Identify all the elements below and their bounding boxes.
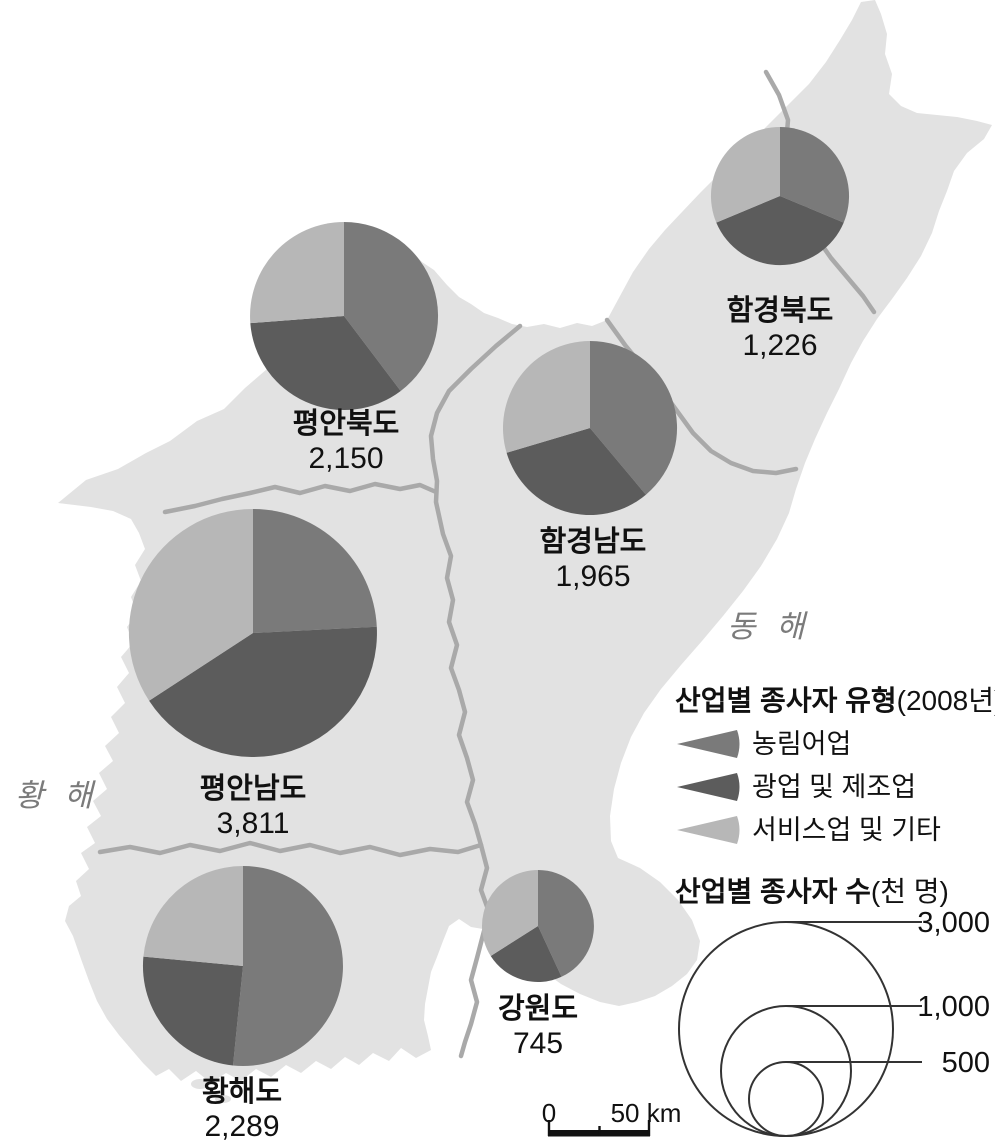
pie-slice-mining-manufacturing — [250, 316, 401, 411]
pie-slice-agriculture-forestry-fishing — [253, 509, 377, 633]
pie-slice-mining-manufacturing — [716, 196, 844, 266]
size-legend: 산업별 종사자 수(천 명) 3,000 1,000 500 — [675, 876, 990, 1137]
region-name-hamgyeongbuk: 함경북도 — [727, 294, 834, 327]
region-pie-gangwon — [481, 870, 594, 982]
sea-label-east: 동 해 — [727, 609, 811, 644]
pie-slice-agriculture-forestry-fishing — [233, 866, 343, 1067]
region-name-gangwon: 강원도 — [498, 992, 578, 1025]
type-legend: 산업별 종사자 유형(2008년) 농림어업 광업 및 제조업 서비스업 및 기… — [675, 685, 995, 845]
region-pies — [128, 126, 850, 1067]
pie-slice-agriculture-forestry-fishing — [780, 126, 850, 223]
size-legend-title: 산업별 종사자 수(천 명) — [675, 876, 949, 907]
region-name-hwanghae: 황해도 — [202, 1075, 282, 1108]
pie-slice-mining-manufacturing — [142, 956, 243, 1066]
region-name-pyeonganbuk: 평안북도 — [293, 407, 400, 440]
type-legend-title: 산업별 종사자 유형(2008년) — [675, 685, 995, 716]
region-pie-hamgyeongnam — [502, 341, 678, 516]
pie-slice-services-other — [250, 222, 344, 324]
size-circle-label-1000: 1,000 — [917, 991, 990, 1023]
size-circle-label-500: 500 — [942, 1047, 990, 1079]
pie-slice-mining-manufacturing — [506, 428, 646, 516]
pie-slice-services-other — [143, 866, 243, 966]
pie-slice-services-other — [710, 127, 780, 223]
pie-slice-services-other — [502, 341, 590, 453]
scale-label-start: 0 — [542, 1098, 556, 1128]
pie-slice-agriculture-forestry-fishing — [538, 870, 594, 977]
size-circle-500 — [748, 1061, 824, 1137]
sea-label-west: 황 해 — [15, 778, 99, 813]
region-pie-pyeongannam — [128, 508, 377, 758]
size-legend-circles: 3,000 1,000 500 — [678, 907, 990, 1137]
size-circle-1000 — [720, 1005, 852, 1137]
pie-slice-agriculture-forestry-fishing — [590, 341, 678, 495]
legend-wedge-services-icon — [677, 816, 740, 844]
region-pie-pyeonganbuk — [250, 221, 439, 411]
region-pie-hwanghae — [142, 866, 343, 1067]
legend-label-mining: 광업 및 제조업 — [752, 772, 916, 802]
border-pyeonganbuk-pyeongannam — [162, 481, 439, 515]
region-pie-hamgyeongbuk — [710, 126, 850, 266]
region-name-pyeongannam: 평안남도 — [200, 772, 307, 805]
region-value-pyeonganbuk: 2,150 — [308, 442, 383, 475]
pie-slice-agriculture-forestry-fishing — [344, 221, 439, 391]
region-name-hamgyeongnam: 함경남도 — [540, 525, 647, 558]
pie-slice-services-other — [128, 508, 253, 701]
region-value-hamgyeongbuk: 1,226 — [742, 329, 817, 362]
legend-wedge-agriculture-icon — [677, 730, 740, 758]
border-pyeongannam-hwanghae — [97, 840, 484, 858]
region-value-gangwon: 745 — [513, 1027, 563, 1060]
region-value-hamgyeongnam: 1,965 — [555, 560, 630, 593]
pie-slice-mining-manufacturing — [149, 626, 377, 758]
legend-label-agriculture: 농림어업 — [752, 729, 851, 759]
scale-bar: 0 50 km — [542, 1098, 682, 1137]
legend-wedge-mining-icon — [677, 773, 740, 801]
country-landmass — [58, 0, 992, 1083]
size-circle-label-3000: 3,000 — [917, 907, 990, 939]
size-circle-3000 — [678, 921, 894, 1137]
border-north-south-chain — [428, 323, 523, 1059]
region-value-pyeongannam: 3,811 — [217, 807, 290, 840]
pie-slice-mining-manufacturing — [490, 926, 562, 982]
scale-label-end: 50 km — [611, 1098, 682, 1128]
legend-label-services: 서비스업 및 기타 — [752, 815, 941, 845]
region-value-hwanghae: 2,289 — [204, 1110, 279, 1142]
islands — [86, 930, 231, 1103]
pie-slice-services-other — [481, 870, 538, 956]
